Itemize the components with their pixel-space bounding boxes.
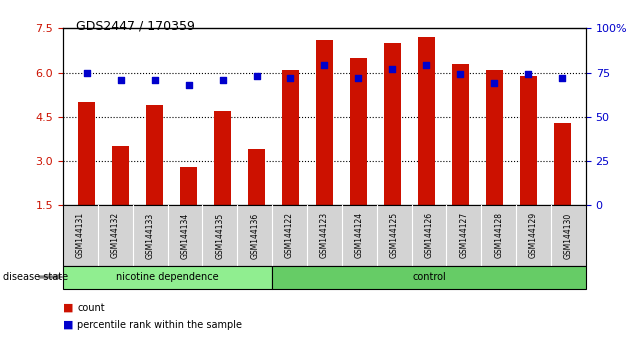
Point bbox=[338, 203, 346, 207]
Point bbox=[234, 263, 241, 268]
Text: GSM144122: GSM144122 bbox=[285, 212, 294, 258]
Point bbox=[478, 263, 485, 268]
Point bbox=[198, 203, 206, 207]
Text: GSM144126: GSM144126 bbox=[425, 212, 433, 258]
Text: GSM144135: GSM144135 bbox=[215, 212, 224, 258]
Text: disease state: disease state bbox=[3, 272, 68, 282]
Point bbox=[489, 80, 499, 86]
Point bbox=[217, 77, 227, 82]
Text: GSM144124: GSM144124 bbox=[355, 212, 364, 258]
Point bbox=[251, 73, 261, 79]
Point bbox=[82, 70, 92, 75]
Bar bbox=[63, 205, 586, 266]
Text: GSM144129: GSM144129 bbox=[529, 212, 538, 258]
Point bbox=[234, 203, 241, 207]
Point bbox=[285, 75, 295, 81]
Text: GSM144131: GSM144131 bbox=[76, 212, 85, 258]
Text: ■: ■ bbox=[63, 303, 74, 313]
Point bbox=[512, 203, 520, 207]
Bar bbox=[78, 102, 95, 250]
Text: GSM144128: GSM144128 bbox=[495, 212, 503, 258]
Point bbox=[303, 263, 311, 268]
Point bbox=[387, 66, 398, 72]
Text: GSM144132: GSM144132 bbox=[111, 212, 120, 258]
Point bbox=[303, 203, 311, 207]
Point bbox=[408, 203, 415, 207]
Point bbox=[268, 263, 276, 268]
Point bbox=[116, 77, 126, 82]
Text: control: control bbox=[412, 272, 446, 282]
Bar bbox=[112, 146, 129, 250]
Point bbox=[512, 263, 520, 268]
Text: percentile rank within the sample: percentile rank within the sample bbox=[77, 320, 243, 330]
Point bbox=[164, 203, 171, 207]
Point bbox=[478, 203, 485, 207]
Point bbox=[443, 203, 450, 207]
Bar bbox=[146, 105, 163, 250]
Point bbox=[408, 263, 415, 268]
Bar bbox=[520, 75, 537, 250]
Bar bbox=[384, 43, 401, 250]
Bar bbox=[63, 266, 272, 289]
Text: GSM144136: GSM144136 bbox=[250, 212, 259, 258]
FancyArrow shape bbox=[39, 275, 62, 279]
Point bbox=[557, 75, 567, 81]
Bar bbox=[272, 266, 586, 289]
Bar bbox=[316, 40, 333, 250]
Text: GDS2447 / 170359: GDS2447 / 170359 bbox=[76, 19, 195, 33]
Text: ■: ■ bbox=[63, 320, 74, 330]
Text: GSM144125: GSM144125 bbox=[390, 212, 399, 258]
Bar bbox=[180, 167, 197, 250]
Text: nicotine dependence: nicotine dependence bbox=[117, 272, 219, 282]
Point bbox=[455, 72, 466, 77]
Point bbox=[373, 263, 381, 268]
Point bbox=[198, 263, 206, 268]
Point bbox=[373, 203, 381, 207]
Bar bbox=[248, 149, 265, 250]
Bar bbox=[418, 37, 435, 250]
Bar bbox=[486, 70, 503, 250]
Point bbox=[164, 263, 171, 268]
Bar bbox=[554, 123, 571, 250]
Point bbox=[268, 203, 276, 207]
Point bbox=[129, 263, 137, 268]
Bar bbox=[350, 58, 367, 250]
Bar bbox=[214, 111, 231, 250]
Point bbox=[319, 63, 329, 68]
Text: GSM144127: GSM144127 bbox=[459, 212, 468, 258]
Point bbox=[421, 63, 432, 68]
Point bbox=[183, 82, 193, 88]
Point bbox=[443, 263, 450, 268]
Point bbox=[338, 263, 346, 268]
Point bbox=[547, 263, 555, 268]
Bar bbox=[452, 64, 469, 250]
Point bbox=[150, 77, 160, 82]
Point bbox=[94, 203, 101, 207]
Point bbox=[94, 263, 101, 268]
Bar bbox=[282, 70, 299, 250]
Point bbox=[547, 203, 555, 207]
Text: count: count bbox=[77, 303, 105, 313]
Point bbox=[353, 75, 364, 81]
Text: GSM144130: GSM144130 bbox=[564, 212, 573, 258]
Text: GSM144134: GSM144134 bbox=[181, 212, 190, 258]
Text: GSM144123: GSM144123 bbox=[320, 212, 329, 258]
Text: GSM144133: GSM144133 bbox=[146, 212, 154, 258]
Point bbox=[129, 203, 137, 207]
Point bbox=[523, 72, 533, 77]
